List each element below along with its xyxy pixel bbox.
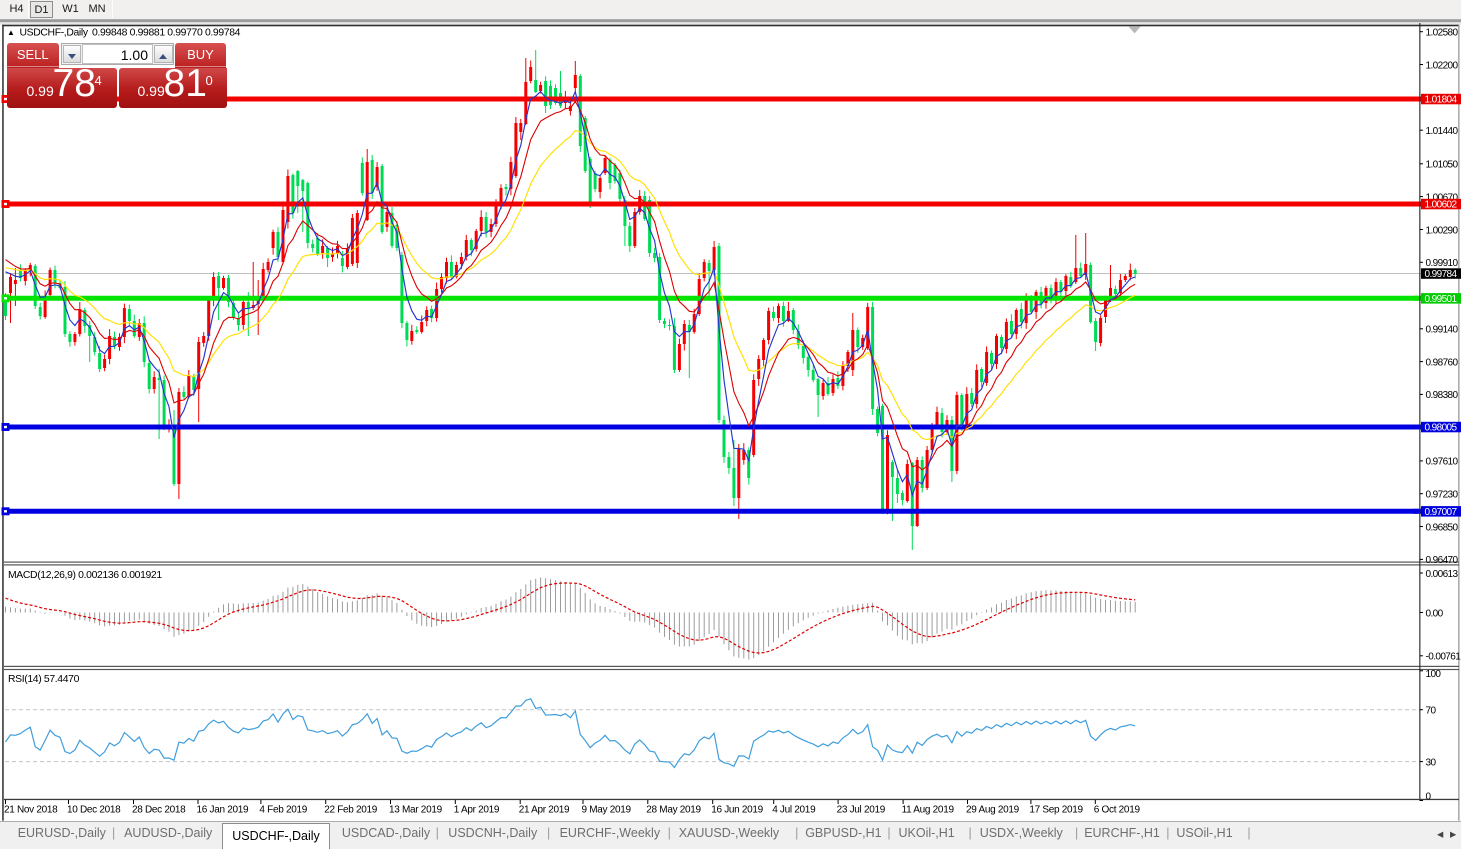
svg-text:0.99140: 0.99140 — [1426, 325, 1459, 336]
svg-text:16 Jan 2019: 16 Jan 2019 — [197, 805, 249, 816]
svg-text:9 May 2019: 9 May 2019 — [582, 805, 632, 816]
svg-text:16 Jun 2019: 16 Jun 2019 — [711, 805, 763, 816]
svg-text:0.97230: 0.97230 — [1426, 490, 1459, 501]
svg-text:0.99501: 0.99501 — [1425, 294, 1458, 305]
svg-text:22 Feb 2019: 22 Feb 2019 — [324, 805, 378, 816]
svg-text:0.97610: 0.97610 — [1426, 457, 1459, 468]
svg-text:1.00602: 1.00602 — [1425, 200, 1458, 211]
svg-text:13 Mar 2019: 13 Mar 2019 — [389, 805, 443, 816]
svg-text:6 Oct 2019: 6 Oct 2019 — [1094, 805, 1141, 816]
svg-text:21 Apr 2019: 21 Apr 2019 — [519, 805, 570, 816]
svg-text:70: 70 — [1426, 706, 1437, 717]
svg-text:4 Feb 2019: 4 Feb 2019 — [259, 805, 307, 816]
svg-text:RSI(14) 57.4470: RSI(14) 57.4470 — [8, 674, 80, 685]
svg-text:1 Apr 2019: 1 Apr 2019 — [454, 805, 500, 816]
svg-text:11 Aug 2019: 11 Aug 2019 — [902, 805, 955, 816]
svg-text:0.97007: 0.97007 — [1425, 507, 1458, 518]
svg-text:0.99784: 0.99784 — [1425, 269, 1458, 280]
svg-text:1.01804: 1.01804 — [1425, 95, 1458, 106]
svg-text:0.98005: 0.98005 — [1425, 423, 1458, 434]
svg-text:0.00613: 0.00613 — [1426, 569, 1459, 580]
svg-text:1.00290: 1.00290 — [1426, 225, 1459, 236]
svg-text:0.98760: 0.98760 — [1426, 357, 1459, 368]
svg-text:17 Sep 2019: 17 Sep 2019 — [1029, 805, 1083, 816]
svg-text:21 Nov 2018: 21 Nov 2018 — [4, 805, 58, 816]
svg-text:1.01440: 1.01440 — [1426, 126, 1459, 137]
svg-text:4 Jul 2019: 4 Jul 2019 — [772, 805, 816, 816]
svg-text:1.02580: 1.02580 — [1426, 28, 1459, 39]
svg-text:23 Jul 2019: 23 Jul 2019 — [837, 805, 886, 816]
svg-text:1.02200: 1.02200 — [1426, 60, 1459, 71]
svg-text:MACD(12,26,9) 0.002136 0.00192: MACD(12,26,9) 0.002136 0.001921 — [8, 570, 162, 581]
svg-text:-0.00761: -0.00761 — [1426, 652, 1461, 663]
svg-text:10 Dec 2018: 10 Dec 2018 — [67, 805, 121, 816]
svg-text:▲: ▲ — [7, 28, 15, 37]
svg-text:0.96850: 0.96850 — [1426, 522, 1459, 533]
svg-text:USDCHF-,Daily: USDCHF-,Daily — [20, 27, 89, 38]
svg-text:29 Aug 2019: 29 Aug 2019 — [966, 805, 1020, 816]
svg-text:28 Dec 2018: 28 Dec 2018 — [132, 805, 186, 816]
svg-text:0.96470: 0.96470 — [1426, 555, 1459, 566]
svg-text:30: 30 — [1426, 757, 1437, 768]
svg-text:1.01050: 1.01050 — [1426, 160, 1459, 171]
svg-text:28 May 2019: 28 May 2019 — [646, 805, 701, 816]
svg-text:0.98380: 0.98380 — [1426, 390, 1459, 401]
svg-text:0.99910: 0.99910 — [1426, 258, 1459, 269]
svg-text:0.99848 0.99881 0.99770 0.9978: 0.99848 0.99881 0.99770 0.99784 — [92, 27, 241, 38]
svg-text:100: 100 — [1426, 669, 1442, 680]
svg-text:0.00: 0.00 — [1426, 608, 1444, 619]
